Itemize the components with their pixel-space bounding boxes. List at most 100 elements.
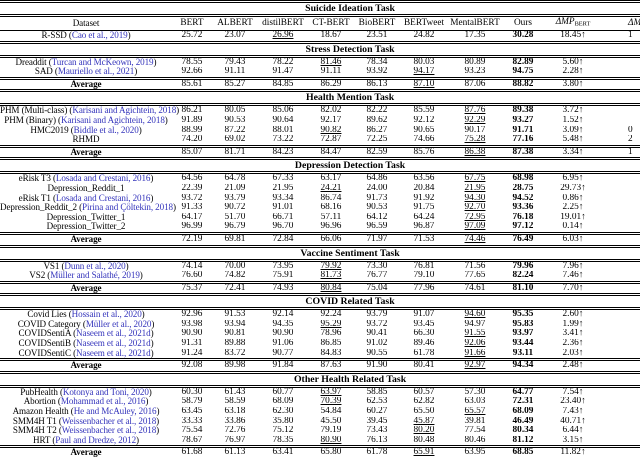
table-row: SMM4H T1 (Weissenbacher et al., 2018) 33.… — [0, 415, 640, 427]
cut-column-fragment — [602, 339, 640, 349]
average-label: Average — [70, 447, 102, 458]
citation-link[interactable]: Weissenbacher et al., 2018 — [61, 425, 157, 436]
citation-link[interactable]: Pirina and Çöltekin, 2018 — [82, 202, 173, 213]
score-cell: 76.13 — [366, 435, 388, 445]
ours-score: 89.38 — [512, 105, 534, 116]
table-row: eRisk T3 (Losada and Crestani, 2016) 64.5… — [0, 173, 640, 184]
cut-column-fragment — [602, 358, 640, 374]
citation-link[interactable]: Mauriello et al., 2021 — [57, 66, 135, 77]
score-cell: 63.45 — [181, 407, 203, 417]
score-cell: 91.07 — [413, 309, 435, 320]
citation-link[interactable]: Naseem et al., 2021d — [76, 328, 151, 339]
score-cell: 86.85 — [320, 339, 342, 349]
score-cell: 78.55 — [181, 56, 203, 67]
delta-value: 23.40↑ — [560, 397, 586, 407]
second-best-score: 80.20 — [413, 426, 435, 436]
citation-link[interactable]: Losada and Crestani, 2016 — [55, 173, 151, 184]
score-cell: 81.71 — [212, 144, 258, 161]
dataset-label: Depression_Reddit_1 — [47, 182, 125, 193]
citation-link[interactable]: Hossain et al., 2020 — [71, 309, 142, 320]
citation-link[interactable]: Dunn et al., 2020 — [64, 260, 126, 271]
score-cell: 93.72 — [366, 319, 388, 329]
score-cell: 45.50 — [320, 416, 342, 426]
second-best-score: 65.57 — [464, 407, 486, 417]
citation-link[interactable]: Paul and Dredze, 2012 — [55, 434, 137, 445]
citation-link[interactable]: Müller et al., 2020 — [85, 318, 152, 329]
ours-score: 94.75 — [512, 67, 534, 77]
citation-link[interactable]: Weissenbacher et al., 2018 — [61, 415, 157, 426]
delta-value: 2.36↑ — [562, 339, 584, 349]
second-best-score: 70.39 — [320, 397, 342, 407]
delta-value: 0.86↑ — [562, 193, 584, 203]
dataset-label: SMM4H T1 (Weissenbacher et al., 2018) — [12, 415, 160, 426]
score-cell: 90.64 — [272, 115, 294, 125]
score-cell: 54.84 — [320, 407, 342, 417]
cut-column-fragment — [602, 386, 640, 397]
cut-column-fragment — [602, 436, 640, 447]
citation-link[interactable]: Naseem et al., 2021d — [76, 338, 151, 349]
average-row: Average 61.68 61.13 63.41 65.80 61.78 65.91 63.… — [0, 445, 640, 458]
score-cell: 67.33 — [272, 173, 294, 184]
score-cell: 91.73 — [366, 193, 388, 203]
score-cell: 87.76 — [448, 105, 502, 116]
citation-link[interactable]: Karisani and Agichtein, 2018 — [72, 105, 177, 116]
delta-value: 40.71↑ — [560, 416, 586, 426]
score-cell: 85.07 — [172, 144, 212, 161]
average-row: Average 85.61 85.27 84.85 86.29 86.13 87.10 87.… — [0, 76, 640, 93]
cut-column-fragment — [602, 260, 640, 271]
score-cell: 61.78 — [413, 348, 435, 358]
delta-value: 5.60↑ — [562, 56, 584, 67]
score-cell: 93.94 — [224, 319, 246, 329]
score-cell: 33.33 — [181, 416, 203, 426]
cut-column-fragment — [602, 349, 640, 360]
citation-link[interactable]: Naseem et al., 2021d — [76, 347, 151, 358]
score-cell: 92.12 — [413, 115, 435, 125]
citation-link[interactable]: He and McAuley, 2016 — [73, 406, 157, 417]
section-title-row: Health Mention Task — [0, 89, 640, 107]
citation-link[interactable]: Losada and Crestani, 2016 — [55, 192, 151, 203]
score-cell: 63.56 — [413, 173, 435, 184]
citation-link[interactable]: Cao et al., 2019 — [71, 30, 128, 40]
score-cell: 61.13 — [212, 445, 258, 458]
second-best-score: 92.97 — [464, 360, 486, 371]
second-best-score: 24.21 — [320, 183, 342, 193]
table-row: PHM (Binary) (Karisani and Agichtein, 20… — [0, 114, 640, 126]
score-cell: 86.13 — [354, 76, 400, 93]
score-cell: 74.66 — [413, 135, 435, 145]
score-cell: 91.47 — [272, 67, 294, 77]
average-row: Average 75.37 72.41 74.93 80.84 75.04 77.96 74.… — [0, 280, 640, 297]
citation-link[interactable]: Turcan and McKeown, 2019 — [51, 56, 154, 67]
citation-link[interactable]: Karisani and Agichtein, 2018 — [60, 114, 165, 125]
citation-link[interactable]: Kotonya and Toni, 2020 — [62, 386, 149, 397]
citation-link[interactable]: Mohammad et al., 2016 — [60, 396, 146, 407]
score-cell: 92.66 — [181, 67, 203, 77]
score-cell: 79.10 — [413, 271, 435, 281]
score-cell: 21.95 — [272, 183, 294, 193]
dataset-label: Dreaddit (Turcan and McKeown, 2019) — [15, 56, 157, 67]
score-cell: 23.07 — [224, 30, 246, 40]
score-cell: 89.88 — [224, 339, 246, 349]
delta-value: 3.72↑ — [562, 105, 584, 116]
score-cell: 92.96 — [181, 309, 203, 320]
average-label: Average — [70, 233, 102, 244]
score-cell: 86.21 — [181, 105, 203, 116]
dataset-label: VS2 (Müller and Salathé, 2019) — [29, 270, 143, 281]
score-cell: 68.16 — [320, 203, 342, 213]
table-row: PubHealth (Kotonya and Toni, 2020) 60.30 6… — [0, 386, 640, 397]
section-title-row: Other Health Related Task — [0, 370, 640, 388]
second-best-score: 92.29 — [464, 115, 486, 125]
score-cell: 95.29 — [308, 320, 354, 330]
score-cell: 92.06 — [448, 339, 502, 349]
score-cell: 96.79 — [224, 222, 246, 232]
score-cell: 91.02 — [366, 339, 388, 349]
score-cell: 94.97 — [464, 319, 486, 329]
citation-link[interactable]: Biddle et al., 2020 — [73, 124, 139, 135]
citation-link[interactable]: Müller and Salathé, 2019 — [50, 270, 140, 281]
second-best-score: 79.92 — [320, 260, 342, 271]
second-best-score: 91.55 — [464, 329, 486, 339]
score-cell: 18.67 — [320, 30, 342, 40]
table-row: VS1 (Dunn et al., 2020) 74.14 70.00 73.95 79… — [0, 260, 640, 271]
table-row: HMC2019 (Biddle et al., 2020) 88.99 87.22 8… — [0, 124, 640, 136]
